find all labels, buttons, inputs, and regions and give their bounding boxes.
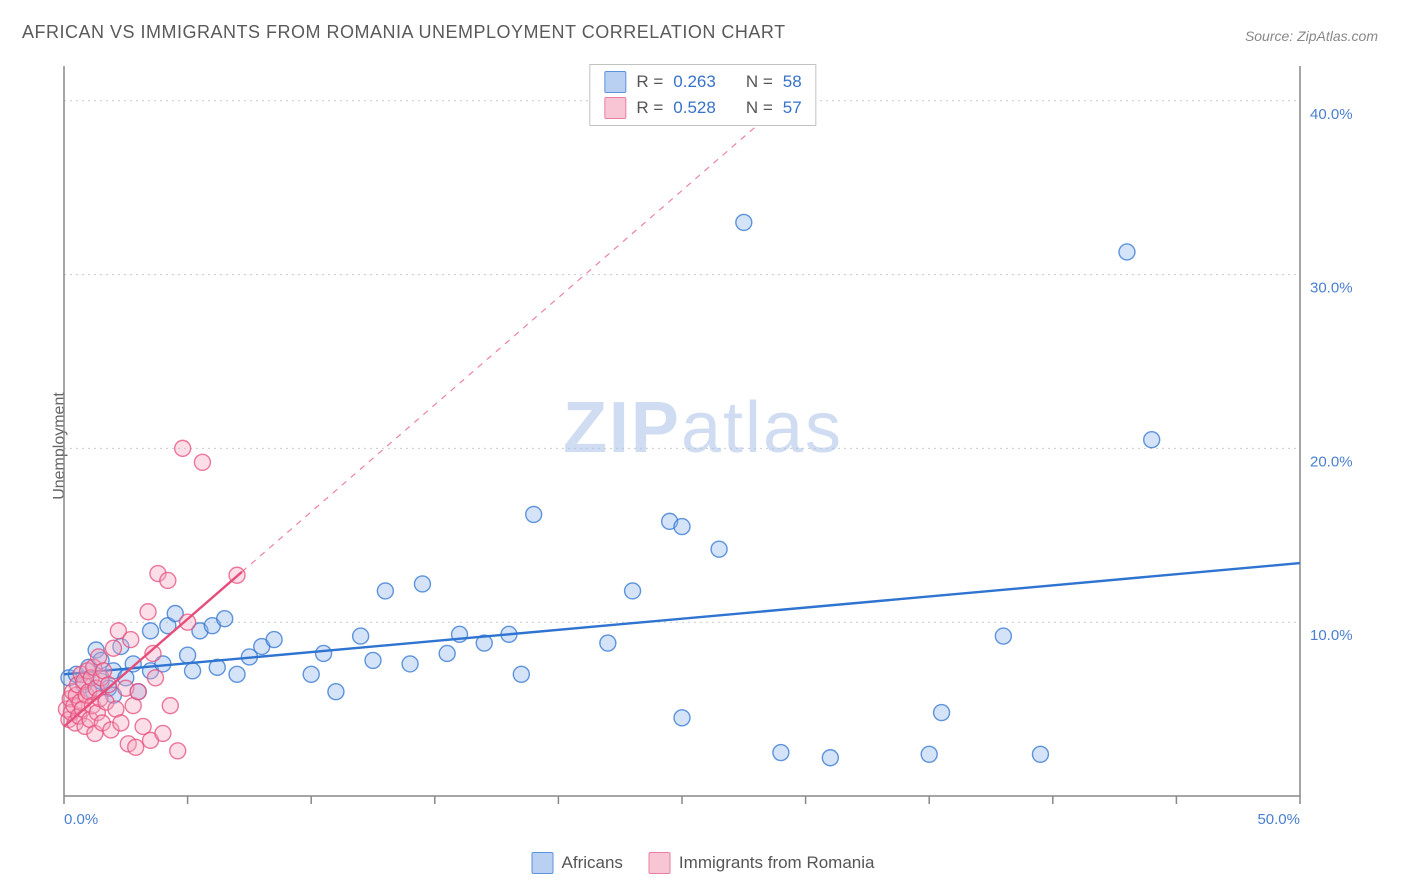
data-point-romania [123,632,139,648]
data-point-africans [600,635,616,651]
stats-legend-row-romania: R = 0.528 N = 57 [590,95,815,121]
stats-legend: R = 0.263 N = 58 R = 0.528 N = 57 [589,64,816,126]
data-point-africans [353,628,369,644]
data-point-romania [162,698,178,714]
data-point-africans [736,214,752,230]
data-point-romania [160,572,176,588]
legend-label: Immigrants from Romania [679,853,875,873]
data-point-romania [175,440,191,456]
legend-swatch-africans [604,71,626,93]
r-label: R = [636,98,663,118]
trend-line-africans [64,563,1300,674]
r-label: R = [636,72,663,92]
data-point-africans [303,666,319,682]
legend-swatch-africans [532,852,554,874]
legend-swatch-romania [604,97,626,119]
r-value: 0.263 [673,72,716,92]
data-point-africans [414,576,430,592]
n-label: N = [746,98,773,118]
data-point-africans [513,666,529,682]
data-point-africans [316,645,332,661]
r-value: 0.528 [673,98,716,118]
y-tick-label: 20.0% [1310,453,1353,470]
n-value: 58 [783,72,802,92]
trend-dashed-romania [242,83,806,571]
source-prefix: Source: [1245,28,1297,44]
data-point-africans [439,645,455,661]
data-point-africans [995,628,1011,644]
series-legend: Africans Immigrants from Romania [532,852,875,874]
n-label: N = [746,72,773,92]
data-point-romania [105,640,121,656]
n-value: 57 [783,98,802,118]
data-point-africans [402,656,418,672]
data-point-africans [180,647,196,663]
data-point-africans [217,611,233,627]
data-point-africans [711,541,727,557]
data-point-africans [934,705,950,721]
data-point-africans [526,506,542,522]
legend-item-africans: Africans [532,852,623,874]
data-point-romania [100,677,116,693]
data-point-africans [143,623,159,639]
data-point-romania [140,604,156,620]
data-point-africans [921,746,937,762]
legend-item-romania: Immigrants from Romania [649,852,875,874]
data-point-africans [674,710,690,726]
scatter-plot-svg: 10.0% 20.0% 30.0% 40.0% 0.0% 50.0% [52,56,1360,832]
data-point-africans [328,684,344,700]
data-point-romania [128,739,144,755]
data-point-romania [130,684,146,700]
data-point-africans [674,519,690,535]
y-tick-label: 10.0% [1310,627,1353,644]
source-name: ZipAtlas.com [1297,28,1378,44]
data-point-africans [1144,432,1160,448]
data-point-africans [365,652,381,668]
plot-area: 10.0% 20.0% 30.0% 40.0% 0.0% 50.0% [52,56,1360,832]
data-point-africans [266,632,282,648]
y-tick-label: 40.0% [1310,106,1353,123]
data-point-romania [180,614,196,630]
x-tick-label: 50.0% [1257,811,1300,828]
data-point-africans [185,663,201,679]
data-point-romania [194,454,210,470]
data-point-romania [113,715,129,731]
data-point-africans [377,583,393,599]
data-point-africans [1032,746,1048,762]
data-point-romania [155,725,171,741]
data-point-africans [773,745,789,761]
y-tick-label: 30.0% [1310,280,1353,297]
chart-title: AFRICAN VS IMMIGRANTS FROM ROMANIA UNEMP… [22,22,786,43]
data-point-romania [147,670,163,686]
data-point-africans [1119,244,1135,260]
legend-swatch-romania [649,852,671,874]
data-point-africans [822,750,838,766]
data-point-africans [229,666,245,682]
data-point-romania [170,743,186,759]
x-tick-label: 0.0% [64,811,98,828]
stats-legend-row-africans: R = 0.263 N = 58 [590,69,815,95]
legend-label: Africans [562,853,623,873]
source-attribution: Source: ZipAtlas.com [1245,28,1378,44]
data-point-africans [625,583,641,599]
